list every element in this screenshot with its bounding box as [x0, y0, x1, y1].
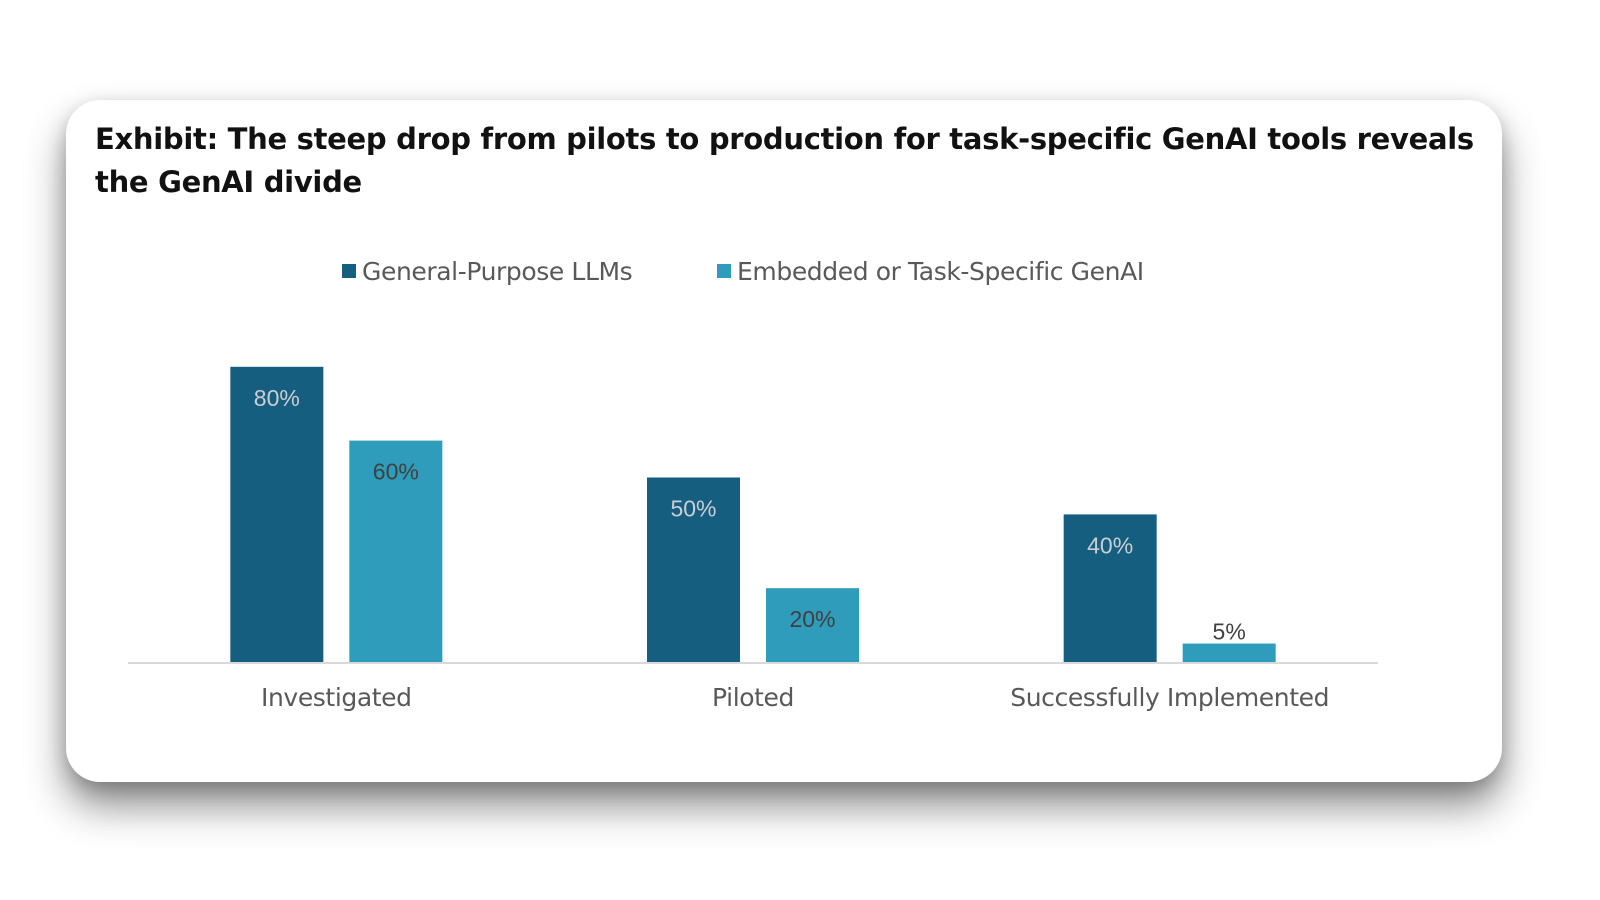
chart-legend: General-Purpose LLMs Embedded or Task-Sp… [0, 254, 1600, 288]
legend-item-general-purpose-llms: General-Purpose LLMs [342, 254, 633, 288]
x-tick-label: Successfully Implemented [1010, 683, 1329, 712]
data-label: 5% [1213, 619, 1246, 645]
bar-general-purpose-llms-successfully-implemented [1063, 514, 1157, 662]
bars-layer [230, 366, 1276, 662]
labels-layer: 80% 60% Investigated 50% 20% Piloted 40% 5% Succ… [254, 385, 1330, 712]
bar-embedded-or-task-specific-genai-successfully-implemented [1182, 643, 1276, 662]
data-label: 50% [670, 496, 716, 522]
legend-item-embedded-task-specific-genai: Embedded or Task-Specific GenAI [717, 254, 1144, 288]
bar-embedded-or-task-specific-genai-investigated [349, 440, 443, 662]
data-label: 20% [789, 606, 835, 632]
legend-label-embedded-task-specific-genai: Embedded or Task-Specific GenAI [737, 256, 1144, 286]
legend-swatch-embedded-task-specific-genai [717, 264, 731, 278]
bar-embedded-or-task-specific-genai-piloted [766, 588, 859, 662]
legend-swatch-general-purpose-llms [342, 264, 356, 278]
bar-general-purpose-llms-investigated [230, 366, 324, 662]
chart-title: Exhibit: The steep drop from pilots to p… [95, 122, 1474, 199]
bar-general-purpose-llms-piloted [647, 477, 740, 662]
x-tick-label: Piloted [712, 683, 794, 712]
x-tick-label: Investigated [261, 683, 412, 712]
data-label: 40% [1087, 532, 1133, 558]
data-label: 80% [254, 385, 300, 411]
legend-label-general-purpose-llms: General-Purpose LLMs [362, 256, 633, 286]
data-label: 60% [373, 459, 419, 485]
